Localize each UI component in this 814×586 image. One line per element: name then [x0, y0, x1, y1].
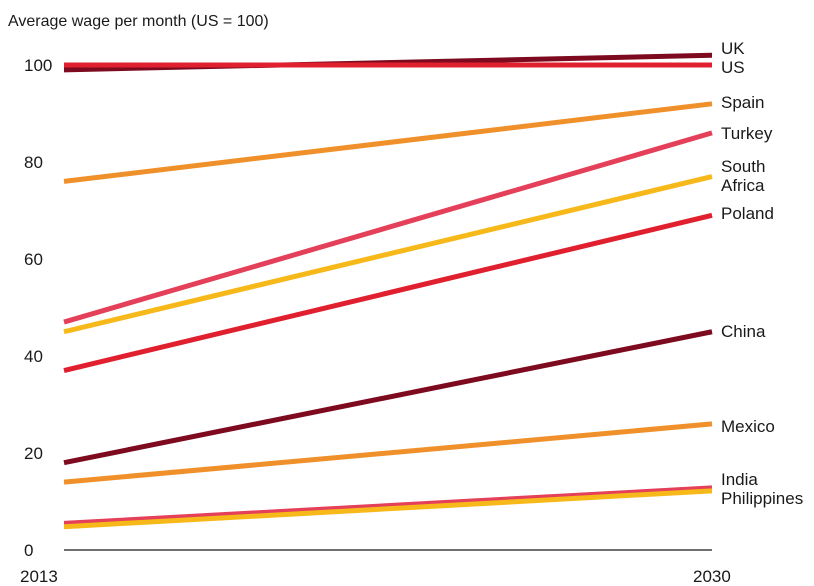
series-line-spain — [63, 101, 713, 184]
series-label: Africa — [721, 176, 765, 195]
series-line-mexico — [63, 421, 713, 485]
series-line-poland — [63, 212, 713, 373]
y-tick-label: 100 — [24, 56, 52, 75]
x-tick-label: 2030 — [693, 567, 731, 586]
series-label: Mexico — [721, 417, 775, 436]
series-line-india — [63, 485, 713, 526]
series-label: Turkey — [721, 124, 773, 143]
series-line-turkey — [63, 130, 713, 325]
series-lines — [63, 52, 713, 530]
series-label: Spain — [721, 93, 764, 112]
series-label: Philippines — [721, 489, 803, 508]
y-tick-label: 20 — [24, 444, 43, 463]
y-axis-ticks: 0 20 40 60 80 100 — [24, 56, 52, 560]
series-label: US — [721, 58, 745, 77]
y-tick-label: 60 — [24, 250, 43, 269]
series-label: China — [721, 322, 766, 341]
y-tick-label: 0 — [24, 541, 33, 560]
x-axis-ticks: 2013 2030 — [20, 567, 731, 586]
x-tick-label: 2013 — [20, 567, 58, 586]
y-tick-label: 80 — [24, 153, 43, 172]
series-line-philippines — [63, 488, 713, 530]
series-label: Poland — [721, 204, 774, 223]
y-tick-label: 40 — [24, 347, 43, 366]
y-axis-title: Average wage per month (US = 100) — [8, 13, 269, 30]
series-label: UK — [721, 39, 745, 58]
series-line-china — [63, 329, 713, 466]
series-label: South — [721, 157, 765, 176]
series-line-south-africa — [63, 174, 713, 335]
series-label: India — [721, 470, 758, 489]
